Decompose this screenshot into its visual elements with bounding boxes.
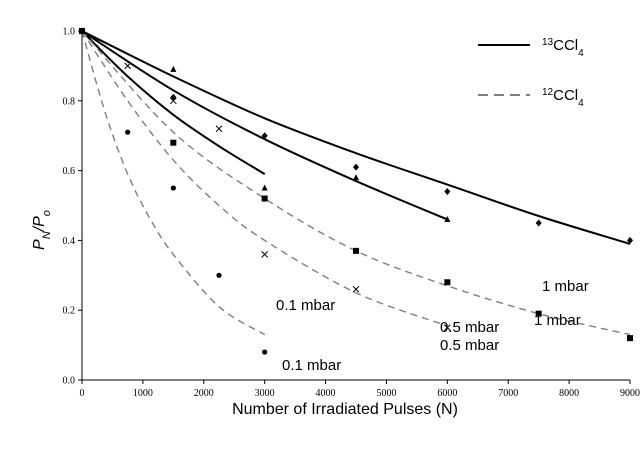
x-tick-label: 5000: [376, 388, 396, 399]
data-point-diamond: [535, 219, 542, 227]
data-point-cross: [169, 97, 177, 105]
y-tick-label: 0.8: [63, 96, 76, 107]
fit-curve-1: [81, 30, 631, 245]
data-point-triangle: [444, 215, 451, 222]
series-annotation: 0.1 mbar: [276, 297, 335, 314]
annotations: 1 mbar 0.5 mbar 0.1 mbar 1 mbar 0.5 mbar 0.1 …: [276, 278, 589, 374]
series-annotation: 1 mbar: [534, 312, 581, 329]
x-tick-label: 1000: [133, 388, 153, 399]
y-tick-label: 0.6: [63, 166, 76, 177]
x-tick-label: 8000: [559, 388, 579, 399]
data-point-diamond: [261, 132, 268, 140]
y-axis-title: PN/Po: [31, 210, 53, 250]
x-tick-label: 2000: [194, 388, 214, 399]
data-point-triangle: [353, 174, 359, 181]
data-point-circle: [170, 185, 176, 191]
data-point-square: [535, 310, 542, 317]
fit-curve-4: [81, 30, 631, 336]
y-axis-title-sub1: N: [41, 231, 53, 239]
data-point-square: [627, 335, 633, 342]
x-tick-label: 6000: [437, 388, 457, 399]
fit-curve-3: [81, 30, 266, 175]
series-annotation: 1 mbar: [542, 278, 589, 295]
data-point-diamond: [627, 236, 633, 244]
x-tick-label: 9000: [620, 388, 640, 399]
series-annotation: 0.5 mbar: [440, 337, 499, 354]
legend-label-base: CCl: [553, 37, 578, 54]
y-tick-label: 0.4: [63, 236, 76, 247]
y-tick-label: 0.2: [63, 306, 76, 317]
x-tick-label: 3000: [255, 388, 275, 399]
series-annotation: 0.5 mbar: [440, 319, 499, 336]
legend-label: 13CCl4: [542, 37, 584, 59]
legend-label: 12CCl4: [542, 87, 584, 109]
legend-label-base: CCl: [553, 87, 578, 104]
series-annotation: 0.1 mbar: [282, 357, 341, 374]
data-point-circle: [79, 28, 85, 34]
legend-label-sup: 12: [542, 87, 554, 98]
legend-label-sub: 4: [578, 48, 584, 59]
data-point-circle: [216, 272, 222, 278]
data-point-square: [353, 247, 359, 254]
data-point-triangle: [261, 184, 268, 191]
y-tick-label: 0.0: [63, 376, 76, 387]
legend-label-sup: 13: [542, 37, 554, 48]
data-point-cross: [443, 324, 451, 332]
data-point-circle: [262, 349, 268, 355]
y-tick-label: 1.0: [63, 27, 76, 38]
data-point-diamond: [353, 163, 359, 171]
data-point-cross: [124, 62, 132, 70]
data-point-square: [444, 279, 451, 286]
data-point-cross: [215, 125, 223, 133]
data-point-square: [170, 139, 177, 146]
legend-label-sub: 4: [578, 98, 584, 109]
axes: 0.0 0.2 0.4 0.6 0.8 1.0 0 1000 2000 3000 4000 5000 6…: [63, 27, 641, 400]
data-markers: [78, 27, 633, 355]
x-axis-title: Number of Irradiated Pulses (N): [232, 401, 458, 418]
x-tick-label: 0: [80, 388, 85, 399]
data-point-cross: [352, 285, 360, 293]
fit-curve-5: [81, 30, 448, 327]
fit-curve-6: [81, 30, 266, 336]
y-axis-title-sep: /P: [31, 216, 48, 232]
data-point-square: [261, 195, 268, 202]
data-point-diamond: [444, 188, 451, 196]
data-point-triangle: [170, 65, 177, 72]
data-point-circle: [125, 129, 131, 135]
x-tick-label: 4000: [316, 388, 336, 399]
y-axis-title-sub2: o: [41, 210, 53, 216]
y-axis-title-main: P: [31, 239, 48, 250]
data-point-diamond: [170, 93, 177, 101]
data-point-cross: [261, 251, 269, 258]
x-tick-label: 7000: [498, 388, 518, 399]
